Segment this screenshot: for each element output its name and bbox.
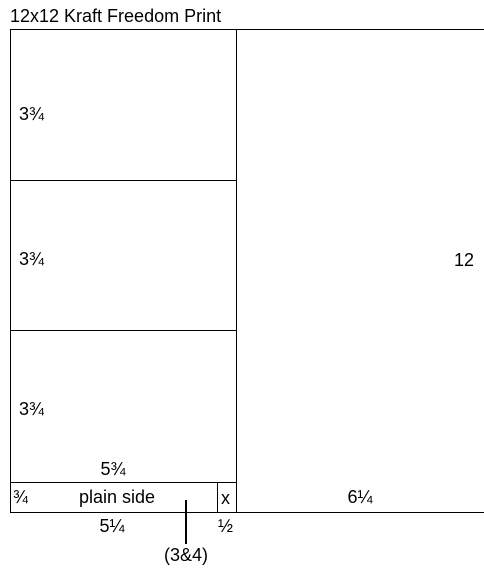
column-divider — [236, 29, 237, 513]
below-width-label: 5¼ — [99, 516, 124, 536]
pointer-label: (3&4) — [164, 545, 208, 565]
section-divider-2 — [10, 330, 236, 331]
diagram-title: 12x12 Kraft Freedom Print — [10, 5, 221, 27]
right-width-label: 6¼ — [347, 487, 372, 507]
strip-x-label: x — [221, 488, 230, 508]
section-divider-1 — [10, 180, 236, 181]
paper-outline — [10, 29, 484, 513]
section-label-middle: 3¾ — [19, 249, 44, 269]
section-label-bottom: 3¾ — [19, 399, 44, 419]
strip-divider-left — [217, 482, 218, 512]
left-width-label: 5¾ — [100, 459, 125, 479]
plain-side-label: plain side — [79, 487, 155, 507]
section-label-top: 3¾ — [19, 104, 44, 124]
strip-left-label: ¾ — [13, 487, 28, 507]
pointer-line — [185, 500, 187, 544]
below-half-label: ½ — [218, 516, 233, 536]
strip-top-line — [10, 482, 236, 483]
total-height-label: 12 — [454, 250, 474, 270]
